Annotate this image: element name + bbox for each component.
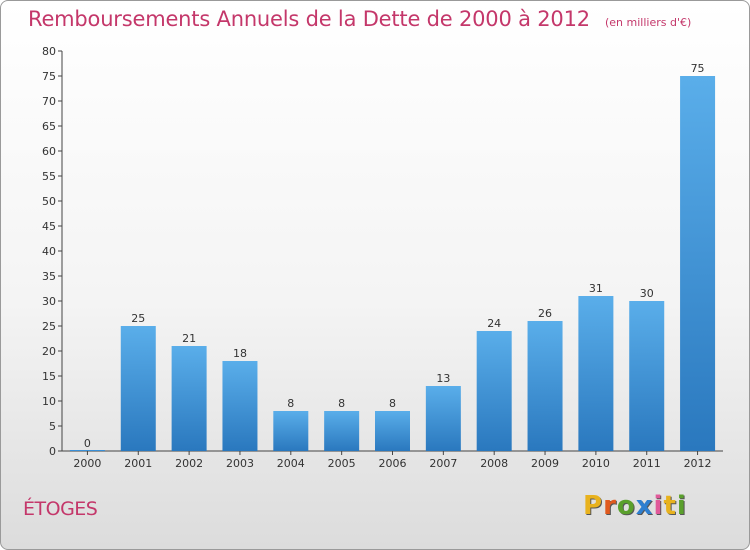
x-tick-label: 2010 [582, 457, 610, 470]
y-tick-label: 40 [42, 245, 56, 258]
bar-2006[interactable] [375, 411, 410, 451]
y-tick-label: 15 [42, 370, 56, 383]
y-tick-label: 80 [42, 45, 56, 58]
x-tick-label: 2005 [328, 457, 356, 470]
y-tick-label: 30 [42, 295, 56, 308]
x-tick-label: 2000 [73, 457, 101, 470]
y-tick-label: 5 [49, 420, 56, 433]
bar-2009[interactable] [527, 321, 563, 451]
x-tick-label: 2003 [226, 457, 254, 470]
y-tick-label: 10 [42, 395, 56, 408]
y-tick-label: 35 [42, 270, 56, 283]
logo-letter: r [603, 491, 617, 521]
bar-2001[interactable] [120, 326, 156, 451]
x-tick-label: 2004 [277, 457, 305, 470]
logo-letter: x [635, 491, 654, 521]
x-tick-label: 2008 [480, 457, 508, 470]
y-tick-label: 0 [49, 445, 56, 458]
y-tick-label: 70 [42, 95, 56, 108]
data-label-2008: 24 [487, 317, 501, 330]
bar-2007[interactable] [425, 386, 461, 451]
bar-2002[interactable] [171, 346, 207, 451]
title-row: Remboursements Annuels de la Dette de 20… [28, 7, 691, 31]
x-tick-label: 2007 [429, 457, 457, 470]
bar-2008[interactable] [476, 331, 512, 451]
bar-2000[interactable] [69, 450, 105, 451]
y-tick-label: 25 [42, 320, 56, 333]
bar-2010[interactable] [578, 296, 614, 451]
bar-2005[interactable] [324, 411, 360, 451]
x-tick-label: 2009 [531, 457, 559, 470]
commune-name: ÉTOGES [23, 498, 98, 520]
data-label-2007: 13 [436, 372, 450, 385]
chart-subtitle: (en milliers d'€) [605, 16, 692, 29]
proxiti-logo[interactable]: Proxiti [583, 491, 687, 521]
bar-2003[interactable] [222, 361, 258, 451]
x-tick-label: 2001 [124, 457, 152, 470]
bars [69, 76, 716, 451]
data-label-2000: 0 [84, 437, 91, 450]
logo-letter: o [616, 491, 636, 521]
data-label-2004: 8 [287, 397, 294, 410]
data-label-2006: 8 [389, 397, 396, 410]
y-tick-label: 65 [42, 120, 56, 133]
data-label-2002: 21 [182, 332, 196, 345]
chart-title: Remboursements Annuels de la Dette de 20… [28, 7, 590, 31]
y-tick-label: 60 [42, 145, 56, 158]
y-tick-label: 50 [42, 195, 56, 208]
logo-letter: t [663, 491, 677, 521]
y-tick-label: 55 [42, 170, 56, 183]
data-label-2009: 26 [538, 307, 552, 320]
data-label-2010: 31 [589, 282, 603, 295]
data-labels: 0 25 21 18 8 8 8 13 24 26 31 30 75 [84, 62, 705, 450]
bar-2012[interactable] [680, 76, 716, 451]
y-tick-label: 20 [42, 345, 56, 358]
logo-letter: P [583, 491, 604, 521]
bar-2004[interactable] [273, 411, 309, 451]
x-tick-label: 2011 [633, 457, 661, 470]
y-tick-label: 75 [42, 70, 56, 83]
x-tick-label: 2006 [379, 457, 407, 470]
y-tick-label: 45 [42, 220, 56, 233]
logo-letter: i [653, 491, 664, 521]
data-label-2001: 25 [131, 312, 145, 325]
data-label-2003: 18 [233, 347, 247, 360]
x-tick-label: 2012 [684, 457, 712, 470]
x-tick-label: 2002 [175, 457, 203, 470]
data-label-2011: 30 [640, 287, 654, 300]
data-label-2012: 75 [691, 62, 705, 75]
bar-2011[interactable] [629, 301, 665, 451]
data-label-2005: 8 [338, 397, 345, 410]
logo-letter: i [676, 491, 687, 521]
